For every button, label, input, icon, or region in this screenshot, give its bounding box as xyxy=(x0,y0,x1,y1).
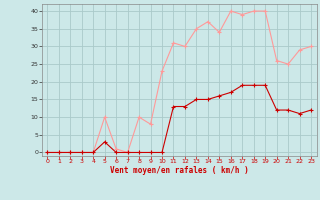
X-axis label: Vent moyen/en rafales ( km/h ): Vent moyen/en rafales ( km/h ) xyxy=(110,166,249,175)
